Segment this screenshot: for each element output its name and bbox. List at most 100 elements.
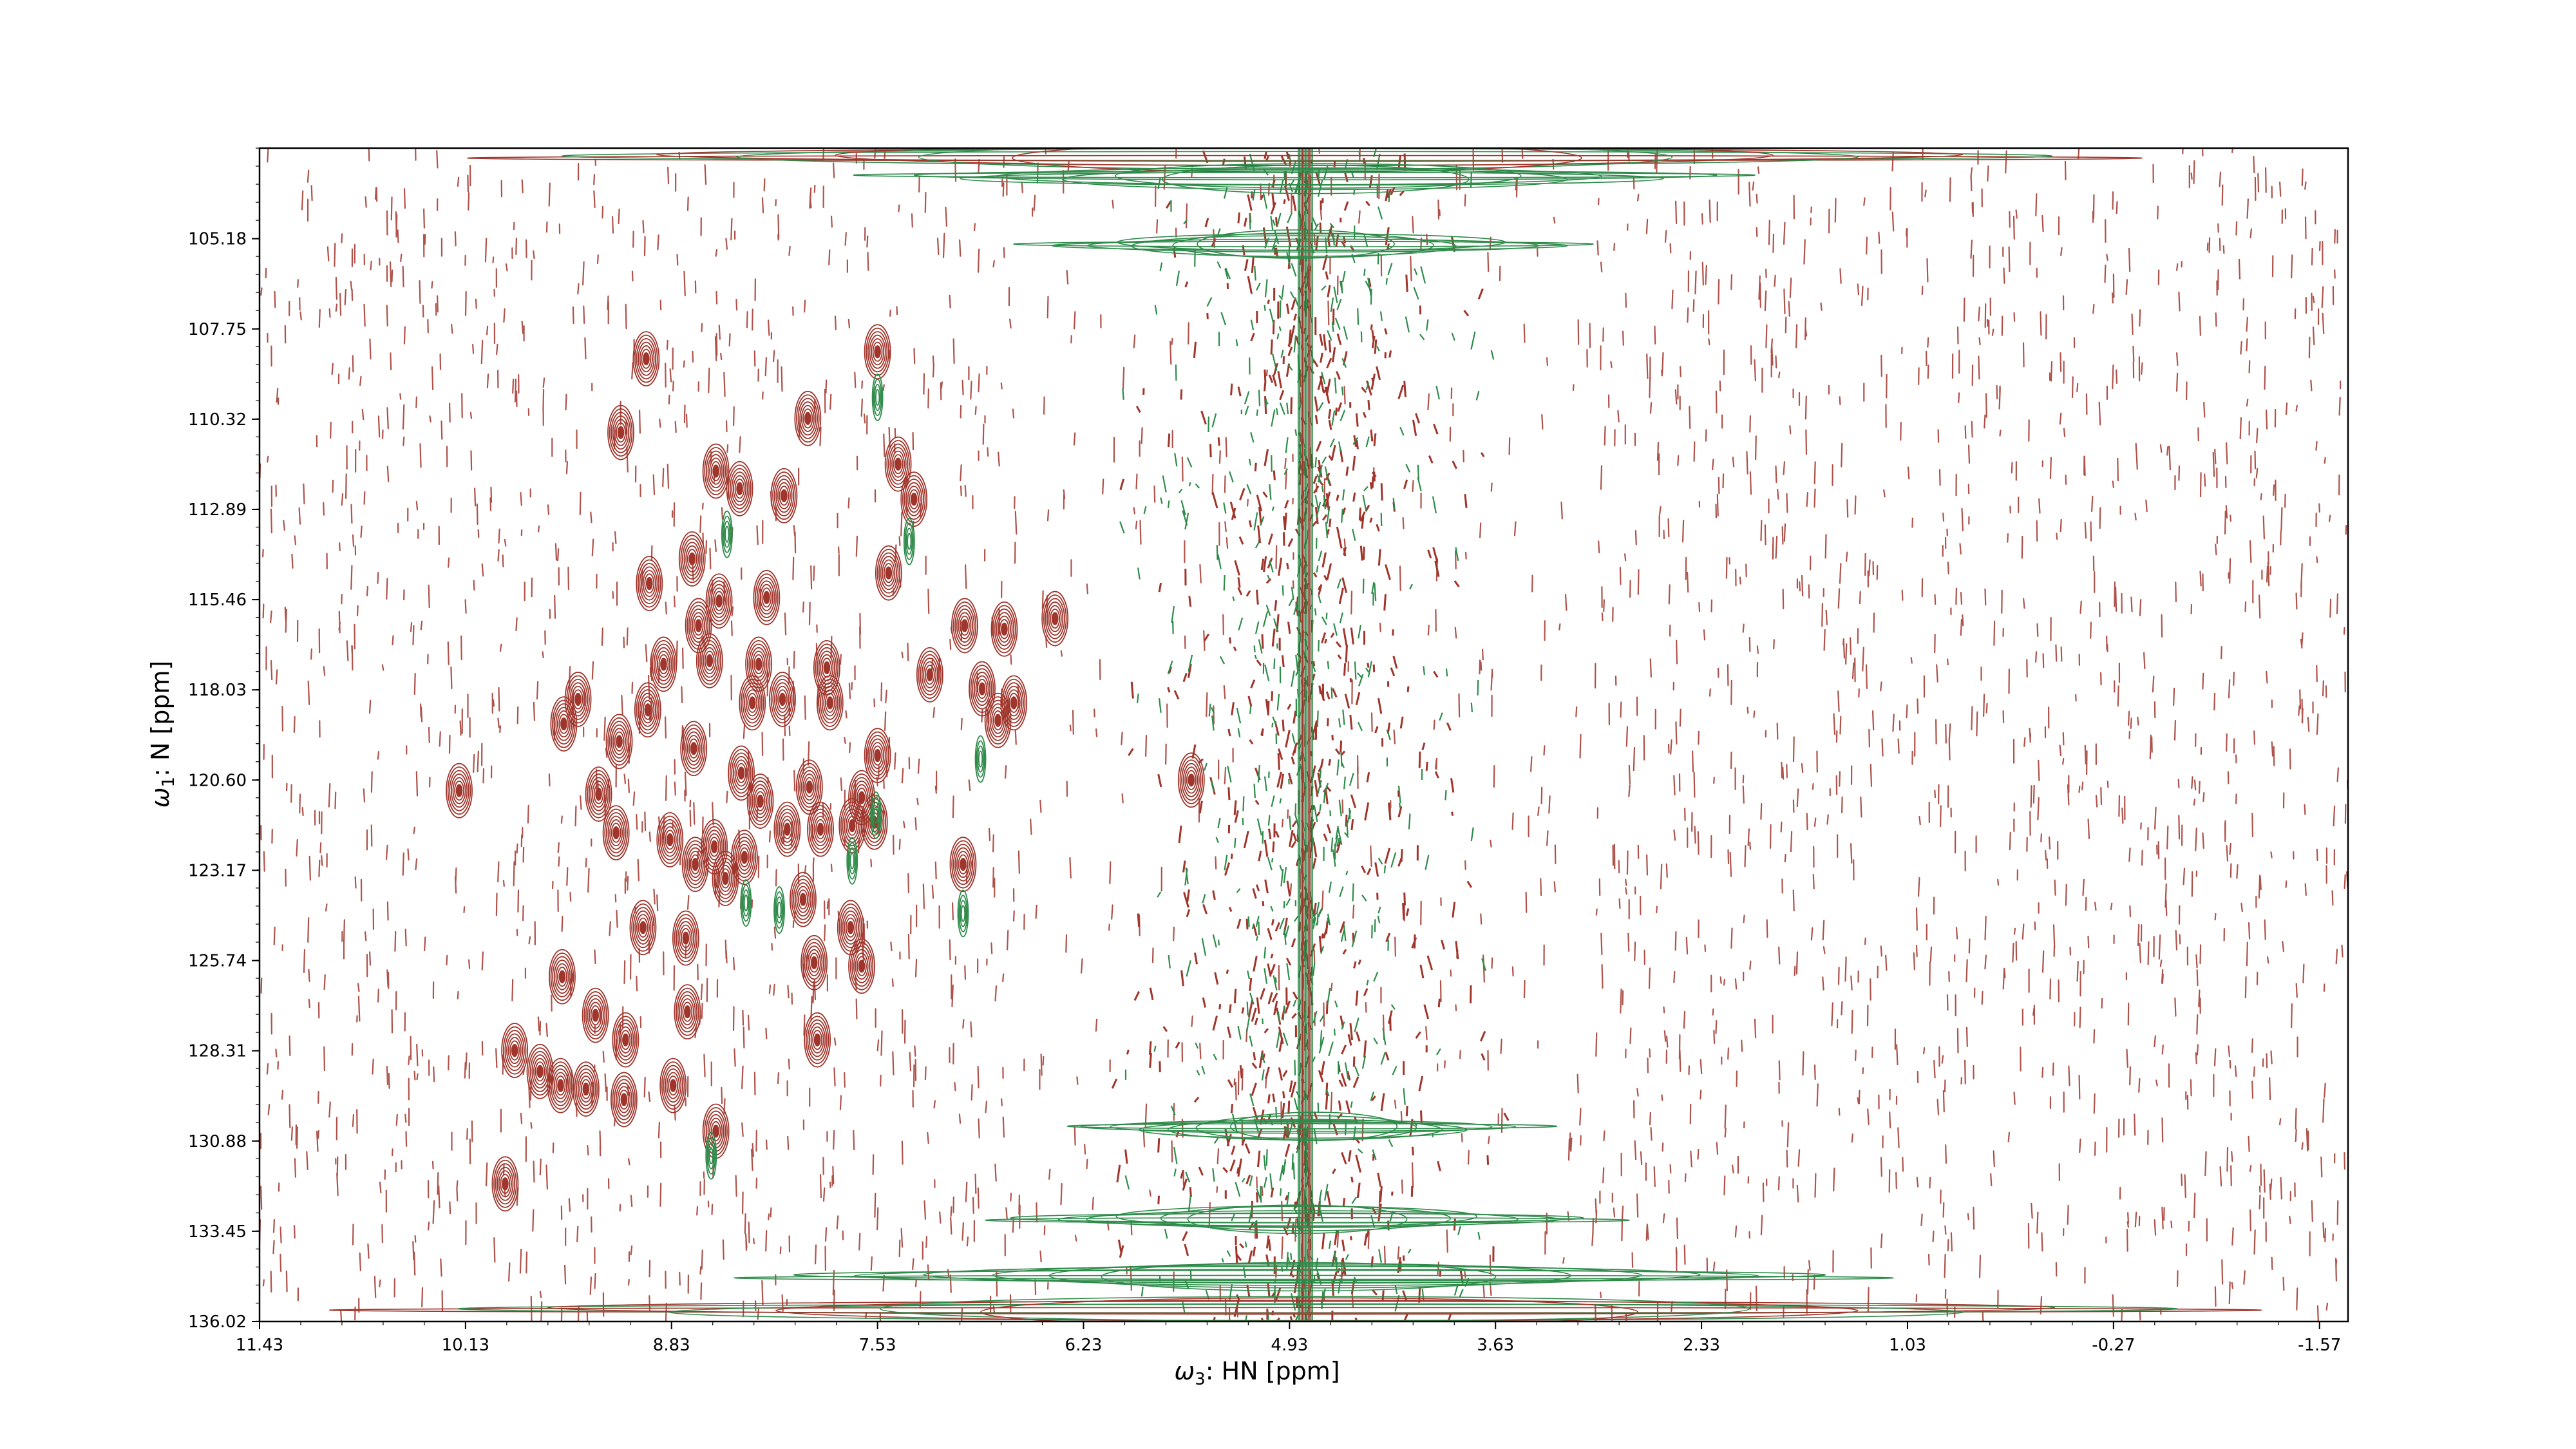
negative-peak-5	[773, 886, 785, 934]
positive-peak-31	[605, 714, 633, 770]
positive-peak-66	[572, 1061, 600, 1117]
y-tick-label: 110.32	[188, 410, 247, 430]
positive-peak-14	[875, 545, 902, 601]
positive-peak-56	[800, 934, 828, 990]
positive-peak-34	[864, 728, 891, 784]
positive-peak-58	[549, 949, 576, 1005]
water-streak-bottom	[547, 1300, 2056, 1315]
water-streak-bottom	[793, 1269, 1826, 1280]
positive-peak-39	[446, 762, 473, 819]
positive-peak-18	[696, 633, 723, 688]
positive-peak-22	[969, 661, 996, 717]
peak-contours	[446, 324, 1205, 1212]
positive-peak-25	[634, 682, 661, 738]
positive-peak-48	[681, 837, 709, 893]
positive-peak-38	[848, 770, 875, 826]
y-tick-label: 125.74	[188, 952, 247, 971]
positive-peak-41	[656, 812, 684, 867]
y-axis: 105.18 107.75 110.32 112.89 115.46 118.03 120.…	[188, 147, 260, 1332]
negative-peak-8	[705, 1132, 717, 1180]
water-streak-bottom	[980, 1297, 1638, 1321]
y-axis-label: ω1: N [ppm]	[146, 661, 178, 808]
water-streak-upper	[1172, 232, 1435, 258]
positive-peak-0	[632, 331, 660, 387]
positive-peak-3	[864, 324, 891, 380]
water-streak-lower	[1086, 1210, 1519, 1228]
water-streak-bottom	[1101, 1262, 1497, 1292]
water-streak-lower	[1079, 1121, 1517, 1132]
y-tick-label: 123.17	[188, 861, 247, 880]
positive-peak-61	[612, 1012, 639, 1068]
x-tick-label: -0.27	[2092, 1336, 2135, 1355]
positive-peak-10	[636, 556, 663, 611]
x-axis-label: ω3: HN [ppm]	[1174, 1357, 1340, 1389]
water-streak-lower	[1187, 1204, 1408, 1235]
positive-peak-68	[659, 1057, 687, 1113]
positive-peak-28	[816, 675, 844, 731]
negative-peak-9	[870, 791, 882, 839]
water-streak-top	[913, 170, 1718, 180]
plot-frame	[258, 147, 2349, 1323]
negative-peak-7	[957, 889, 969, 938]
positive-peak-27	[769, 672, 796, 727]
negative-peak-3	[974, 735, 987, 783]
positive-peak-50	[949, 837, 977, 893]
y-tick-label: 133.45	[188, 1222, 247, 1242]
positive-peak-19	[745, 636, 772, 692]
water-artifact-contours	[328, 148, 2262, 1321]
positive-peak-44	[773, 801, 801, 857]
y-tick-label: 130.88	[188, 1132, 247, 1151]
water-streak-bottom	[1048, 1262, 1571, 1289]
water-streak-bottom	[853, 1269, 1759, 1283]
y-tick-label: 128.31	[188, 1042, 247, 1061]
positive-peak-36	[746, 773, 774, 829]
water-streak-bottom	[734, 1274, 1894, 1282]
negative-peak-4	[846, 837, 858, 885]
x-tick-label: 2.33	[1683, 1336, 1720, 1355]
positive-peak-53	[629, 900, 657, 956]
positive-peak-49	[712, 851, 739, 906]
x-tick-label: 4.93	[1271, 1336, 1308, 1355]
positive-peak-67	[611, 1072, 638, 1128]
positive-peak-71	[1041, 591, 1069, 647]
x-tick-label: 7.53	[859, 1336, 896, 1355]
water-streak-bottom	[328, 1307, 2262, 1314]
positive-peak-17	[650, 636, 677, 692]
negative-peak-6	[740, 879, 752, 927]
positive-peak-62	[804, 1012, 831, 1068]
x-tick-label: -1.57	[2298, 1336, 2341, 1355]
water-streak-lower	[1010, 1213, 1584, 1224]
y-tick-label: 112.89	[188, 500, 247, 520]
positive-peak-16	[990, 601, 1018, 657]
water-streak-upper	[1086, 238, 1540, 253]
positive-peak-40	[602, 805, 630, 861]
positive-peak-6	[770, 468, 798, 524]
positive-peak-63	[501, 1023, 529, 1079]
positive-peak-65	[547, 1057, 574, 1113]
positive-peak-5	[726, 460, 753, 516]
positive-peak-1	[607, 404, 634, 460]
positive-peak-52	[790, 871, 817, 927]
positive-peak-35	[585, 766, 612, 822]
positive-peak-33	[728, 745, 755, 801]
x-tick-label: 11.43	[236, 1336, 283, 1355]
water-streak-bottom	[923, 1265, 1701, 1284]
y-tick-label: 118.03	[188, 681, 247, 700]
positive-peak-21	[916, 647, 943, 703]
y-tick-label: 107.75	[188, 320, 247, 339]
water-streak-bottom	[992, 1264, 1643, 1286]
negative-peak-2	[721, 510, 733, 558]
water-streak-lower	[1110, 1119, 1493, 1134]
positive-peak-51	[1177, 752, 1205, 808]
positive-peak-29	[984, 692, 1012, 748]
positive-peak-11	[705, 573, 733, 629]
positive-peak-9	[678, 531, 706, 587]
water-streak-upper	[1197, 229, 1395, 259]
positive-peak-32	[680, 721, 708, 777]
positive-peak-45	[807, 801, 834, 857]
water-streak-top	[561, 151, 2053, 162]
positive-peak-60	[582, 987, 609, 1043]
water-streak-upper	[1131, 235, 1457, 257]
negative-peak-1	[903, 517, 915, 565]
